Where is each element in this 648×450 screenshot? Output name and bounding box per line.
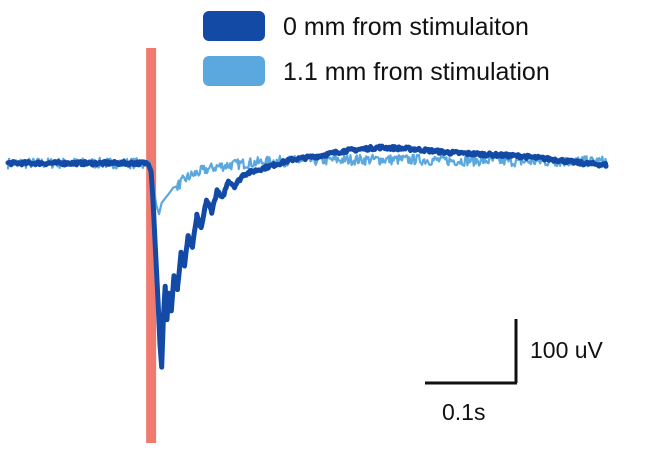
series-line-0 <box>5 143 609 370</box>
legend-label-1: 1.1 mm from stimulation <box>283 58 550 86</box>
legend-swatch-0 <box>203 11 265 41</box>
series-layer <box>5 143 609 370</box>
legend-label-0: 0 mm from stimulaiton <box>283 13 529 41</box>
scale-bar-y-label: 100 uV <box>530 337 604 363</box>
legend: 0 mm from stimulaiton 1.1 mm from stimul… <box>203 11 550 86</box>
scale-bar: 100 uV 0.1s <box>425 319 604 425</box>
legend-swatch-1 <box>203 56 265 86</box>
scale-bar-x-label: 0.1s <box>442 399 485 425</box>
stimulus-marker <box>146 48 157 443</box>
